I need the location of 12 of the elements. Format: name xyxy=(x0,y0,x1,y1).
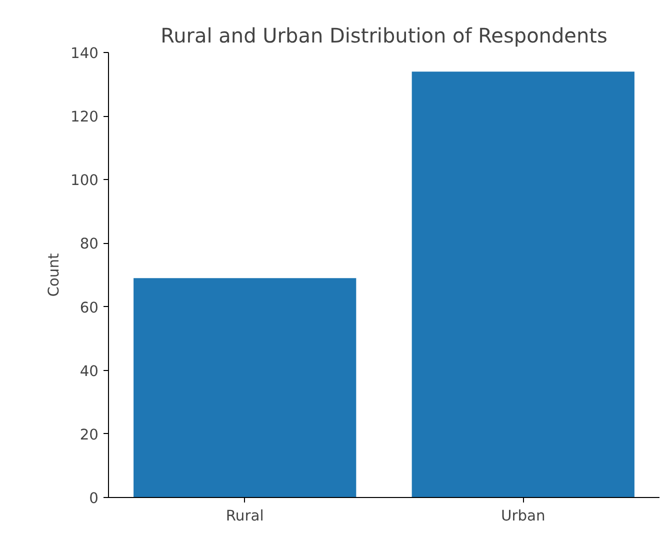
y-tick-label: 120 xyxy=(70,108,99,126)
y-tick-label: 40 xyxy=(80,362,99,380)
y-tick-label: 0 xyxy=(89,490,99,507)
x-tick-label: Urban xyxy=(500,508,546,524)
y-tick-label: 140 xyxy=(70,45,99,62)
y-tick-label: 80 xyxy=(80,236,99,253)
y-tick-label: 100 xyxy=(70,172,99,190)
y-tick-label: 20 xyxy=(80,426,99,444)
x-tick-label: Rural xyxy=(226,508,264,524)
y-axis-title: Count xyxy=(46,252,63,297)
y-tick-label: 60 xyxy=(80,299,99,316)
chart-title: Rural and Urban Distribution of Respondents xyxy=(160,24,608,48)
